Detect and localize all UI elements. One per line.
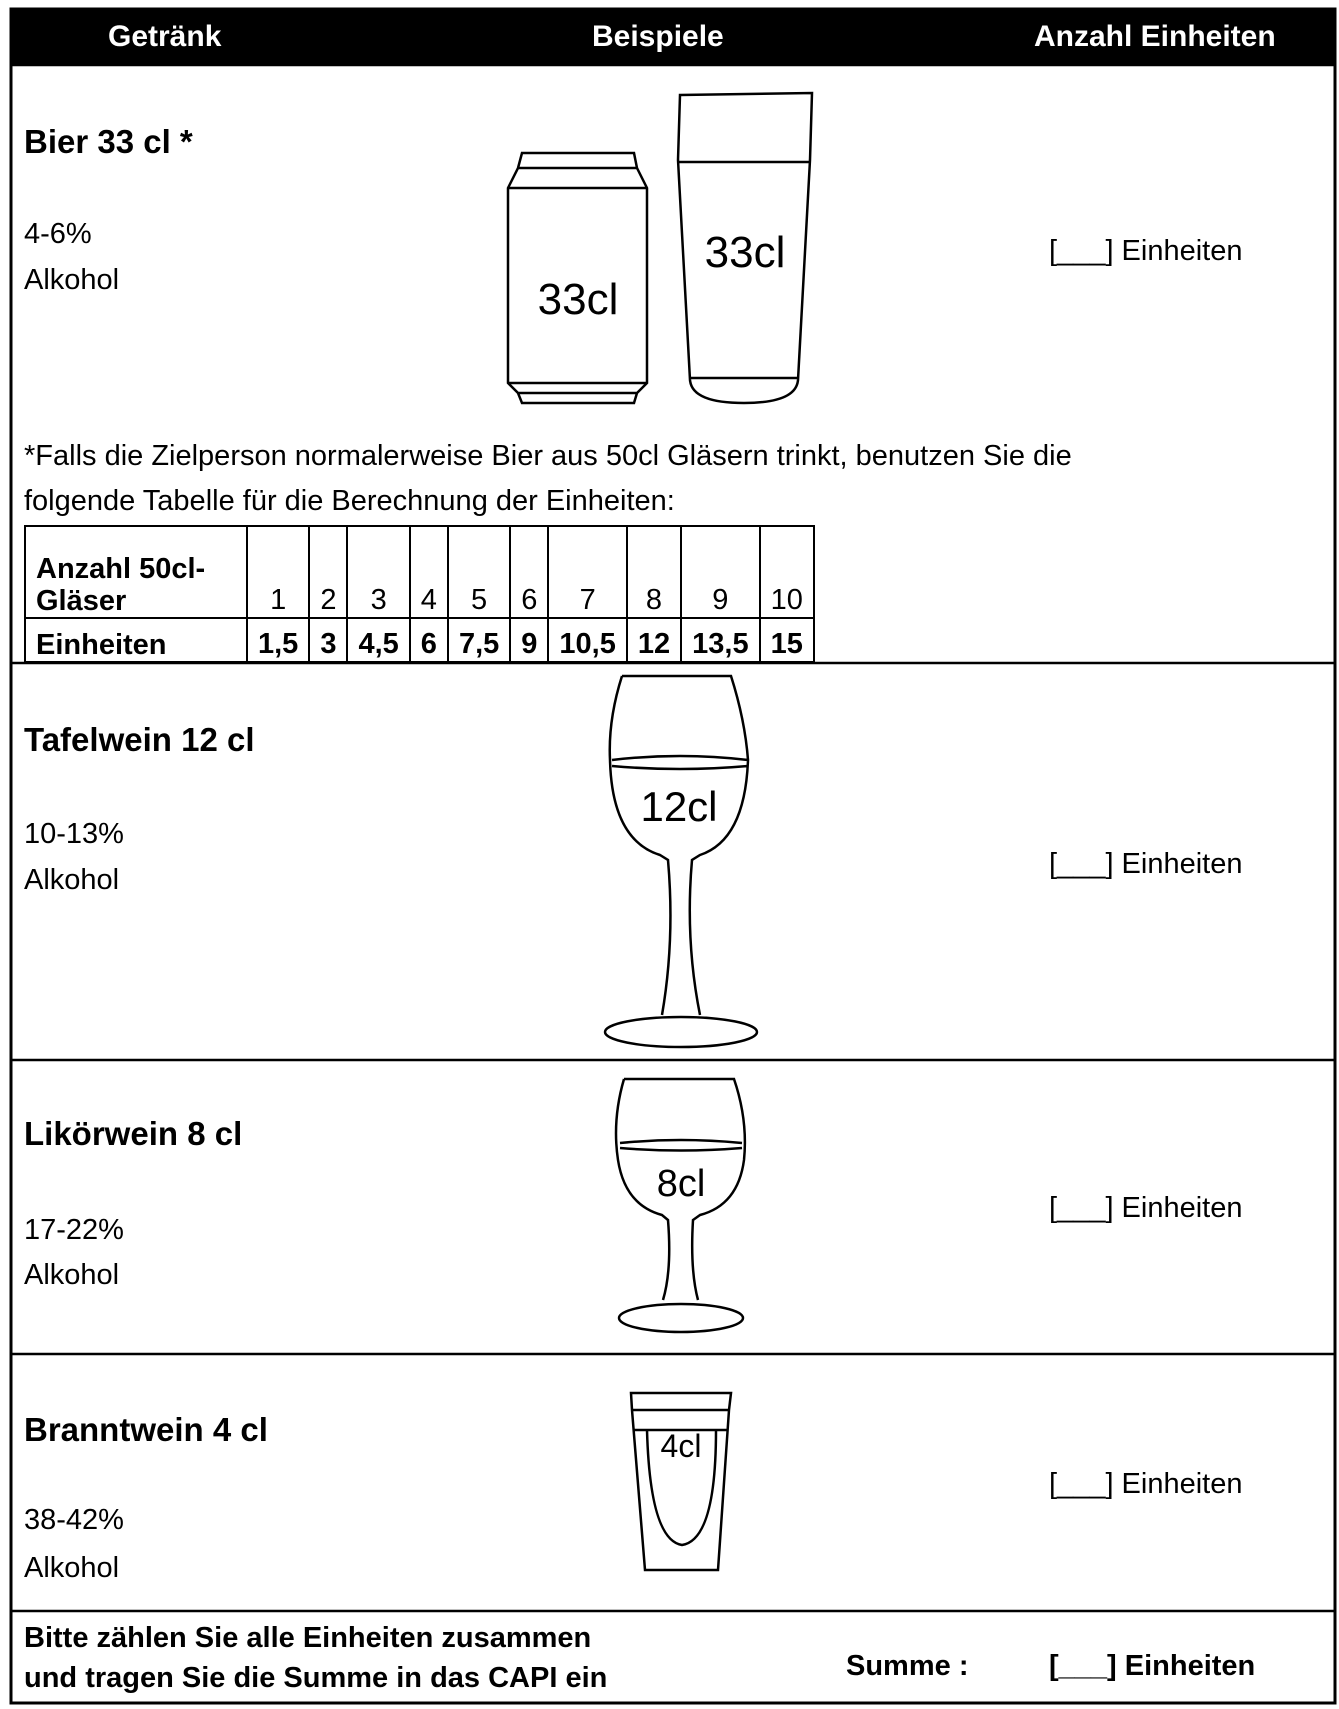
table-cell: 10,5 bbox=[548, 618, 626, 662]
glass-label: 33cl bbox=[518, 274, 638, 326]
alcohol-label: Alkohol bbox=[24, 862, 119, 898]
units-field: [___] Einheiten bbox=[1049, 1190, 1242, 1226]
sum-units: [___] Einheiten bbox=[1049, 1648, 1255, 1684]
table-cell: Anzahl 50cl-Gläser bbox=[25, 526, 247, 618]
table-cell: 10 bbox=[760, 526, 814, 618]
table-cell: 7 bbox=[548, 526, 626, 618]
header-cell: Getränk bbox=[108, 9, 221, 65]
alcohol-label: Alkohol bbox=[24, 1257, 119, 1293]
header-cell: Anzahl Einheiten bbox=[1034, 9, 1276, 65]
table-cell: 9 bbox=[681, 526, 759, 618]
sum-label: Summe : bbox=[846, 1648, 968, 1684]
table-cell: 12 bbox=[627, 618, 681, 662]
instruction: und tragen Sie die Summe in das CAPI ein bbox=[24, 1660, 607, 1696]
header-cell: Beispiele bbox=[592, 9, 724, 65]
table-cell: 15 bbox=[760, 618, 814, 662]
table-cell: 1 bbox=[247, 526, 309, 618]
table-cell: 13,5 bbox=[681, 618, 759, 662]
table-cell: 4 bbox=[410, 526, 448, 618]
drink-name: Likörwein 8 cl bbox=[24, 1116, 242, 1152]
glass-label: 33cl bbox=[685, 227, 805, 279]
table-cell: 8 bbox=[627, 526, 681, 618]
note-line: folgende Tabelle für die Berechnung der … bbox=[24, 483, 675, 519]
abv: 10-13% bbox=[24, 816, 124, 852]
table-cell: 3 bbox=[309, 618, 347, 662]
abv: 38-42% bbox=[24, 1502, 124, 1538]
table-cell: Einheiten bbox=[25, 618, 247, 662]
table-cell: 6 bbox=[510, 526, 548, 618]
drink-name: Bier 33 cl * bbox=[24, 124, 193, 160]
table-cell: 2 bbox=[309, 526, 347, 618]
drink-name: Tafelwein 12 cl bbox=[24, 722, 254, 758]
alcohol-label: Alkohol bbox=[24, 1550, 119, 1586]
table-cell: 3 bbox=[347, 526, 409, 618]
abv: 4-6% bbox=[24, 216, 92, 252]
instruction: Bitte zählen Sie alle Einheiten zusammen bbox=[24, 1620, 591, 1656]
glass-label: 8cl bbox=[621, 1161, 741, 1207]
units-field: [___] Einheiten bbox=[1049, 233, 1242, 269]
units-field: [___] Einheiten bbox=[1049, 1466, 1242, 1502]
drink-name: Branntwein 4 cl bbox=[24, 1412, 268, 1448]
page: Getränk Beispiele Anzahl Einheiten *Fall… bbox=[0, 0, 1339, 1709]
glass-label: 12cl bbox=[619, 782, 739, 832]
table-cell: 9 bbox=[510, 618, 548, 662]
units-field: [___] Einheiten bbox=[1049, 846, 1242, 882]
table-cell: 6 bbox=[410, 618, 448, 662]
alcohol-label: Alkohol bbox=[24, 262, 119, 298]
abv: 17-22% bbox=[24, 1212, 124, 1248]
note-line: *Falls die Zielperson normalerweise Bier… bbox=[24, 438, 1072, 474]
table-cell: 7,5 bbox=[448, 618, 510, 662]
table-cell: 1,5 bbox=[247, 618, 309, 662]
table-cell: 5 bbox=[448, 526, 510, 618]
table-cell: 4,5 bbox=[347, 618, 409, 662]
glass-label: 4cl bbox=[621, 1426, 741, 1466]
